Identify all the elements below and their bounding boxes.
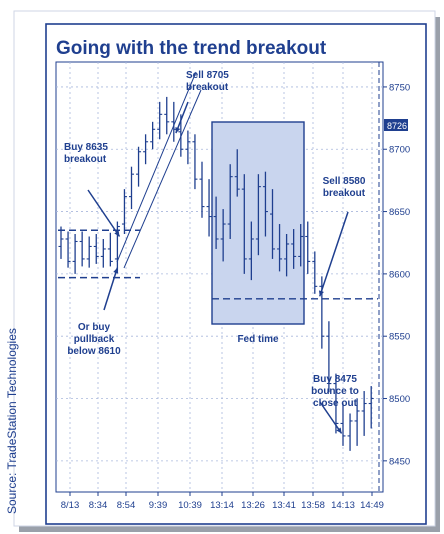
plot-border [55, 61, 384, 493]
price-bar [185, 130, 191, 165]
price-bar [227, 164, 233, 239]
price-bar [277, 224, 283, 272]
annotation-buy-8475-line: close out [313, 398, 358, 409]
price-bar [255, 174, 261, 256]
annotation-buy-8475-line: bounce to [311, 386, 359, 397]
price-bar [129, 166, 134, 210]
price-bar [220, 209, 226, 262]
price-bar [241, 174, 247, 274]
last-price-badge [384, 119, 408, 131]
annotation-buy-8475-line: Buy 8475 [313, 374, 357, 385]
annotation-arrow [175, 101, 189, 134]
annotation-buy-8635-line: breakout [64, 154, 107, 165]
price-bar [192, 134, 198, 190]
x-tick-label: 13:41 [272, 500, 296, 511]
y-tick-label: 8500 [389, 394, 410, 405]
reference-lines [58, 229, 378, 300]
price-bar [65, 231, 71, 268]
annotation-sell-8580-line: Sell 8580 [323, 176, 366, 187]
y-tick-label: 8700 [389, 145, 410, 156]
annotation-or-buy-pullback-line: below 8610 [67, 346, 121, 357]
price-bar [164, 96, 170, 135]
x-tick-label: 9:39 [149, 500, 168, 511]
price-bar [199, 161, 205, 218]
x-axis: 8/13 8:34 8:54 9:39 10:39 13:14 13:26 13:41 13:5… [61, 492, 384, 511]
price-bar [157, 101, 163, 140]
y-tick-label: 8750 [389, 82, 410, 93]
price-bar [340, 403, 346, 446]
price-bar [333, 373, 339, 434]
price-bar [136, 146, 142, 187]
price-bar [284, 234, 290, 277]
x-tick-label: 13:14 [210, 500, 234, 511]
annotation-buy-8635-line: Buy 8635 [64, 142, 108, 153]
annotation-arrow [319, 401, 343, 434]
annotation-or-buy-pullback-line: Or buy [78, 322, 111, 333]
price-bar [262, 171, 268, 237]
chart-title: Going with the trend breakout [56, 38, 327, 59]
y-tick-label: 8450 [389, 456, 410, 467]
price-bar [150, 121, 156, 150]
price-bar [100, 238, 106, 268]
price-bar [79, 231, 85, 267]
price-bar [270, 189, 275, 259]
price-bar [114, 221, 120, 272]
price-bar [361, 391, 367, 436]
price-bar [312, 251, 318, 294]
price-bar [206, 179, 212, 237]
price-bar [107, 232, 113, 267]
annotation-sell-8705-line: Sell 8705 [186, 70, 229, 81]
y-tick-label: 8550 [389, 332, 410, 343]
price-bar [368, 386, 374, 429]
x-tick-label: 14:13 [331, 500, 355, 511]
price-bar [72, 234, 78, 274]
plot-area [55, 61, 384, 493]
price-bar [143, 134, 149, 165]
annotation-arrow [87, 189, 121, 237]
price-bar [347, 413, 353, 451]
x-tick-label: 8:34 [89, 500, 108, 511]
annotation-arrowhead [336, 427, 342, 434]
price-bar [86, 236, 92, 268]
annotation-sell-8580-line: breakout [323, 188, 366, 199]
price-bar [248, 221, 254, 281]
y-tick-label: 8600 [389, 269, 410, 280]
annotation-arrowhead [318, 290, 324, 297]
source-note: Source: TradeStation Technologies [5, 328, 19, 514]
price-bar [93, 234, 99, 264]
price-bar [326, 321, 332, 393]
annotation-sell-8705-line: breakout [186, 82, 229, 93]
annotation-arrowhead [114, 230, 120, 237]
annotation-arrowhead [113, 267, 119, 274]
x-tick-label: 10:39 [178, 500, 202, 511]
price-bar [305, 221, 311, 274]
price-bar [354, 398, 360, 446]
price-bar [234, 149, 240, 197]
x-tick-label: 13:26 [241, 500, 265, 511]
annotation-arrowhead [175, 127, 181, 134]
chart-border [45, 23, 427, 525]
last-price-label: 8726 [387, 121, 407, 131]
channel-lower-line [123, 89, 202, 269]
y-axis: 8750 8700 8650 8600 8550 8500 8450 [383, 82, 410, 467]
x-tick-label: 8:54 [117, 500, 136, 511]
x-tick-label: 13:58 [301, 500, 325, 511]
price-bar [58, 226, 64, 259]
price-bar [291, 229, 297, 269]
price-bars [58, 96, 374, 451]
annotation-or-buy-pullback-line: pullback [74, 334, 115, 345]
price-bar [121, 189, 127, 234]
price-bar [298, 224, 304, 267]
price-bar [213, 196, 219, 249]
x-tick-label: 8/13 [61, 500, 80, 511]
y-tick-label: 8650 [389, 207, 410, 218]
x-tick-label: 14:49 [360, 500, 384, 511]
annotation-fed-time-line: Fed time [237, 334, 279, 345]
annotation-arrow [319, 211, 349, 297]
annotation-arrow [103, 267, 119, 311]
